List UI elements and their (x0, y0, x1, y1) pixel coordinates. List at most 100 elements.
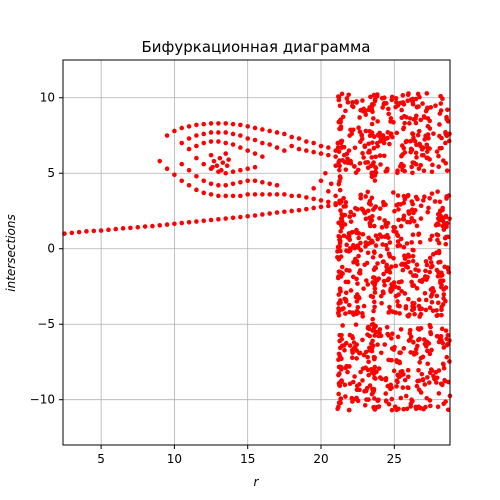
data-point (338, 139, 344, 144)
data-point (408, 334, 414, 340)
data-point (424, 395, 430, 401)
data-point (318, 178, 324, 184)
data-point (350, 104, 356, 110)
data-point (296, 193, 302, 199)
data-point (409, 216, 414, 221)
data-point (436, 248, 442, 254)
data-point (252, 137, 258, 143)
data-point (379, 225, 385, 230)
data-point (443, 285, 449, 290)
data-point (355, 261, 360, 267)
data-point (186, 183, 192, 188)
data-point (396, 374, 402, 380)
data-point (427, 126, 433, 131)
data-point (439, 326, 445, 332)
data-point (394, 130, 400, 136)
data-point (345, 369, 350, 375)
data-point (406, 385, 411, 391)
data-point (393, 95, 399, 101)
data-point (400, 100, 406, 105)
data-point (372, 178, 378, 183)
data-point (348, 209, 353, 215)
data-point (435, 300, 441, 306)
data-point (318, 204, 324, 210)
data-point (351, 340, 357, 345)
data-point (223, 193, 229, 199)
data-point (366, 235, 371, 241)
data-point (387, 141, 392, 147)
data-point (260, 154, 265, 159)
data-point (431, 131, 436, 136)
data-point (434, 308, 439, 313)
data-point (434, 267, 440, 273)
data-point (433, 370, 439, 375)
data-point (389, 396, 395, 402)
y-tick-label: 0 (47, 242, 55, 256)
data-point (371, 145, 377, 151)
data-point (410, 282, 416, 288)
data-point (428, 330, 433, 335)
data-point (390, 331, 395, 337)
data-point (335, 145, 341, 150)
data-point (412, 273, 418, 278)
data-point (401, 262, 407, 267)
data-point (267, 128, 272, 134)
data-point (416, 104, 421, 109)
data-point (427, 305, 433, 311)
data-point (339, 264, 345, 270)
data-point (360, 109, 366, 114)
data-point (84, 229, 89, 234)
data-point (336, 391, 341, 397)
data-point (413, 150, 419, 156)
data-point (417, 239, 423, 245)
data-point (439, 282, 444, 288)
data-point (406, 296, 411, 302)
data-point (69, 230, 75, 236)
data-point (413, 267, 418, 272)
data-point (186, 124, 192, 129)
data-point (282, 148, 287, 153)
data-point (274, 145, 280, 150)
data-point (216, 193, 221, 199)
data-point (372, 173, 378, 178)
data-point (326, 199, 331, 205)
data-point (350, 379, 356, 385)
data-point (358, 195, 364, 201)
data-point (387, 270, 393, 275)
data-point (402, 120, 407, 126)
data-point (274, 183, 280, 188)
data-point (384, 324, 390, 330)
data-point (345, 279, 351, 285)
data-point (338, 274, 344, 279)
data-point (447, 131, 452, 137)
data-point (338, 125, 344, 131)
data-point (356, 253, 361, 259)
data-point (337, 247, 342, 252)
data-point (355, 295, 361, 301)
data-point (375, 143, 380, 149)
data-point (350, 99, 355, 105)
data-point (421, 406, 426, 412)
data-point (398, 395, 404, 401)
data-point (436, 240, 442, 246)
data-point (344, 267, 349, 273)
data-point (425, 348, 430, 354)
data-point (201, 190, 207, 196)
data-point (424, 149, 430, 154)
data-point (201, 218, 207, 224)
data-point (416, 368, 421, 373)
data-point (393, 310, 398, 315)
data-point (408, 269, 413, 275)
data-point (179, 220, 185, 226)
data-point (404, 406, 410, 412)
data-point (164, 222, 170, 227)
data-point (354, 387, 360, 393)
x-axis-ticks: 5 10 15 20 25 (97, 445, 402, 466)
data-point (339, 225, 345, 230)
data-point (353, 322, 359, 327)
data-point (238, 179, 243, 185)
data-point (274, 210, 280, 215)
data-point (336, 404, 341, 409)
data-point (420, 145, 426, 151)
data-point (337, 383, 343, 389)
